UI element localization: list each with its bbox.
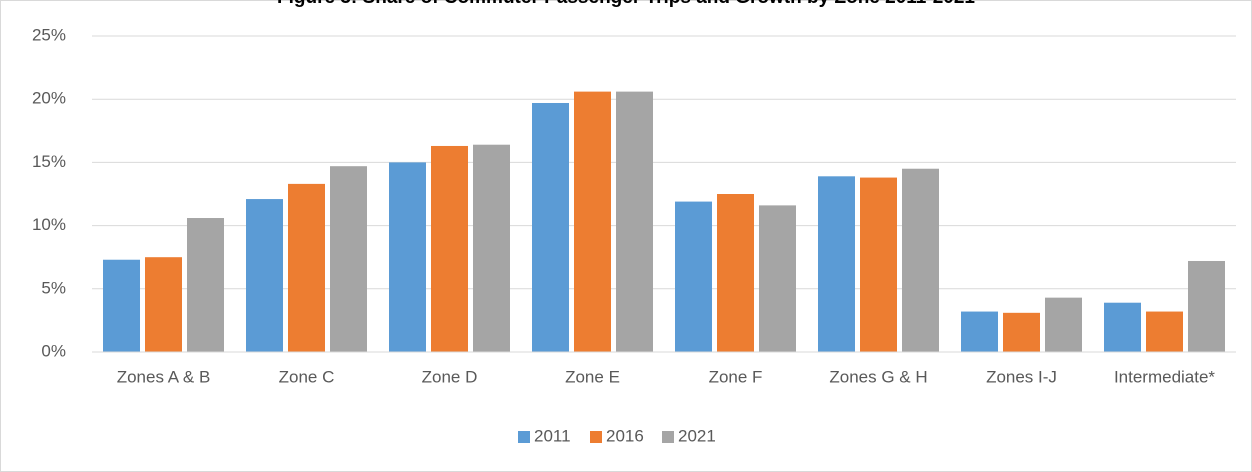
legend-swatch [518,431,530,443]
bar [431,145,468,352]
x-tick-label: Zones G & H [829,367,927,386]
y-tick-label: 0% [41,341,66,360]
x-tick-label: Zones A & B [117,367,211,386]
legend-swatch [662,431,674,443]
legend-label: 2016 [606,426,644,445]
bar [187,218,224,352]
bar [473,144,510,352]
legend-swatch [590,431,602,443]
x-tick-label: Zone E [565,367,620,386]
bar [246,199,283,352]
bar [103,259,140,352]
legend-label: 2011 [534,426,571,445]
y-tick-label: 15% [32,152,66,171]
bar [675,201,712,352]
bar [1003,312,1040,352]
y-tick-label: 25% [32,25,66,44]
bar [717,194,754,352]
bar [860,177,897,352]
bar [1188,260,1225,352]
y-tick-label: 20% [32,89,66,108]
bar [532,102,569,352]
legend-label: 2021 [678,426,716,445]
bar [759,205,796,352]
bar [1045,297,1082,352]
bar [574,91,611,352]
bar [389,162,426,352]
bar [330,166,367,352]
bar [616,91,653,352]
x-tick-label: Zone D [422,367,478,386]
bar [145,257,182,352]
bar [288,183,325,352]
y-tick-label: 5% [41,278,66,297]
bar [1104,302,1141,352]
bar [1146,311,1183,352]
x-tick-label: Zone F [709,367,763,386]
x-tick-label: Zone C [279,367,335,386]
bar [902,168,939,352]
x-tick-label: Zones I-J [986,367,1057,386]
x-tick-label: Intermediate* [1114,367,1215,386]
y-tick-label: 10% [32,215,66,234]
bar [818,176,855,352]
bar [961,311,998,352]
chart-title: Figure 3: Share of Commuter Passenger Tr… [277,0,975,8]
